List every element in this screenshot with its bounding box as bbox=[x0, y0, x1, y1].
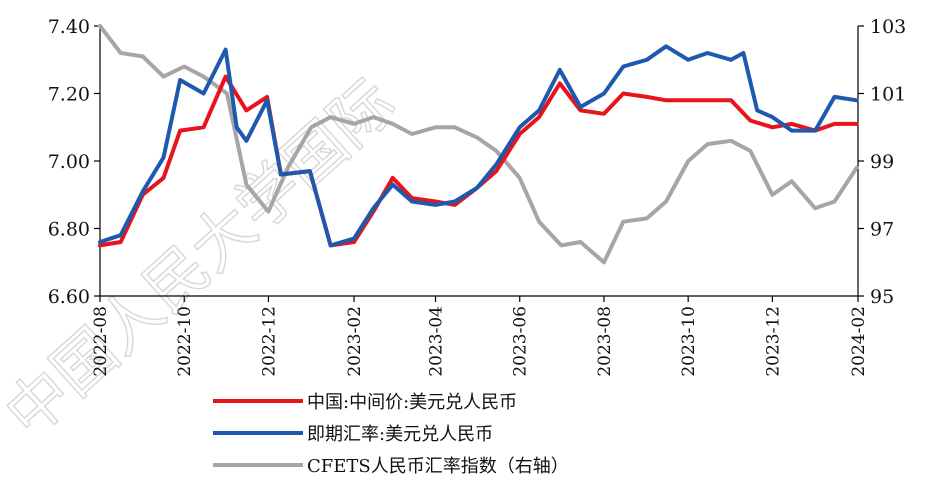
plot-area bbox=[98, 24, 859, 265]
left-tick-label: 6.60 bbox=[48, 286, 90, 308]
x-tick-label: 2023-02 bbox=[345, 306, 365, 377]
x-tick-label: 2023-08 bbox=[595, 306, 615, 377]
x-tick-label: 2022-10 bbox=[175, 306, 195, 377]
right-tick-label: 95 bbox=[870, 286, 894, 308]
legend-label-1: 中国:中间价:美元兑人民币 bbox=[307, 392, 517, 413]
x-tick-label: 2023-06 bbox=[511, 306, 531, 377]
x-tick-label: 2022-08 bbox=[91, 306, 111, 377]
x-tick-label: 2023-04 bbox=[427, 306, 447, 377]
left-tick-label: 7.20 bbox=[48, 84, 90, 106]
x-tick-label: 2022-12 bbox=[259, 306, 279, 377]
right-tick-label: 101 bbox=[870, 84, 906, 106]
series-line-3 bbox=[98, 24, 859, 265]
right-tick-label: 97 bbox=[870, 219, 894, 241]
legend-label-3: CFETS人民币汇率指数（右轴） bbox=[307, 456, 569, 474]
x-tick-label: 2023-10 bbox=[679, 306, 699, 377]
left-tick-label: 6.80 bbox=[48, 219, 90, 241]
legend-label-2: 即期汇率:美元兑人民币 bbox=[307, 424, 493, 445]
x-tick-label: 2023-12 bbox=[763, 306, 783, 377]
left-tick-label: 7.00 bbox=[48, 151, 90, 173]
x-tick-label: 2024-02 bbox=[849, 306, 869, 377]
right-tick-label: 103 bbox=[870, 16, 906, 38]
right-tick-label: 99 bbox=[870, 151, 894, 173]
series-line-2 bbox=[98, 44, 859, 248]
axes: 6.60 6.80 7.00 7.20 7.40 95 97 99 101 103 2022-08 2… bbox=[48, 16, 907, 377]
left-tick-label: 7.40 bbox=[48, 16, 90, 38]
